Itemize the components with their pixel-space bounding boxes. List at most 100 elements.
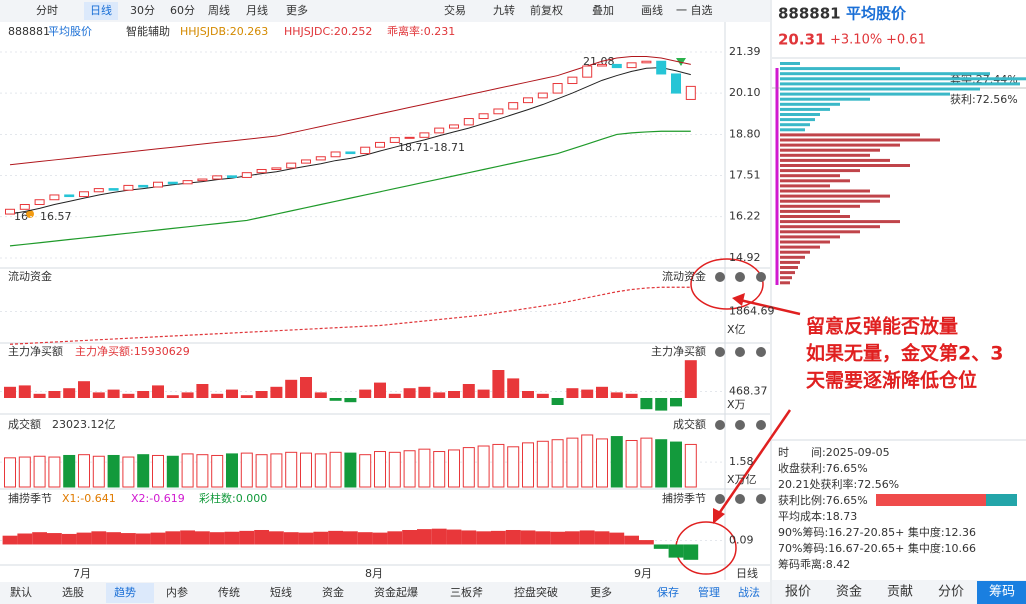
bottom-action[interactable]: 保存 <box>657 585 679 599</box>
candle <box>582 65 593 78</box>
panel-icon[interactable] <box>756 420 766 430</box>
panel-icon[interactable] <box>756 494 766 504</box>
bottom-action[interactable]: 管理 <box>698 585 720 599</box>
panel-icon[interactable] <box>715 420 725 430</box>
netbuy-bar <box>344 398 357 403</box>
cycle-bar <box>431 528 447 545</box>
side-tab[interactable]: 报价 <box>785 585 811 600</box>
candle <box>685 85 696 100</box>
panel-icon[interactable] <box>756 272 766 282</box>
side-tab[interactable]: 筹码 <box>989 584 1015 600</box>
indicator: 彩柱数:0.000 <box>199 491 267 505</box>
bottom-tab[interactable]: 内参 <box>166 585 188 599</box>
bottom-tab[interactable]: 资金 <box>322 585 344 599</box>
netbuy-bar <box>536 393 549 398</box>
toolbar-tab[interactable]: 30分 <box>130 4 155 17</box>
arrow <box>716 409 792 516</box>
panel-icon[interactable] <box>735 347 745 357</box>
assist[interactable]: 智能辅助 <box>126 24 170 38</box>
toolbar-button[interactable]: 前复权 <box>530 3 563 17</box>
netbuy-bar <box>314 392 327 398</box>
tab-active <box>84 2 118 20</box>
chip-bar <box>780 266 798 269</box>
quote-name: 平均股价 <box>846 5 907 23</box>
code: 888881 <box>8 25 50 38</box>
bottom-tab[interactable]: 更多 <box>590 585 612 599</box>
bottom-bar <box>0 582 770 604</box>
panel-icon[interactable] <box>735 272 745 282</box>
volume-bar <box>522 442 534 488</box>
chip-bar <box>780 276 792 280</box>
chip-bar <box>780 215 850 218</box>
toolbar-tab[interactable]: 月线 <box>246 3 268 17</box>
panel-icon[interactable] <box>735 420 745 430</box>
toolbar-button[interactable]: 一 自选 <box>676 4 713 17</box>
bottom-tab[interactable]: 三板斧 <box>450 585 483 599</box>
loss-bar <box>986 494 1017 506</box>
netbuy-bar <box>610 392 623 398</box>
bottom-tab[interactable]: 短线 <box>270 585 292 599</box>
bottom-tab[interactable]: 趋势 <box>114 586 136 599</box>
tab-active <box>106 583 154 603</box>
toolbar-button[interactable]: 九转 <box>493 3 515 17</box>
toolbar-tab[interactable]: 更多 <box>286 3 308 17</box>
side-tab[interactable]: 资金 <box>836 584 862 600</box>
panel-title: 成交额 <box>673 417 706 431</box>
cycle-bar <box>446 529 462 545</box>
volume-bar <box>374 451 386 488</box>
toolbar-button[interactable]: 交易 <box>444 3 466 17</box>
side-tab[interactable]: 分价 <box>938 585 964 600</box>
toolbar-button[interactable]: 叠加 <box>592 4 614 17</box>
chip-bar <box>780 184 830 188</box>
netbuy-bar <box>285 379 298 398</box>
netbuy-bar <box>625 393 638 398</box>
bottom-tab[interactable]: 传统 <box>218 586 240 599</box>
candle <box>345 151 356 155</box>
chip-bar <box>780 281 790 285</box>
cycle-bar <box>609 532 625 545</box>
netbuy-bar <box>78 381 90 398</box>
cycle-bar <box>224 531 240 545</box>
netbuy-bar <box>655 398 668 411</box>
candle <box>360 146 371 155</box>
chip-bar <box>780 250 810 254</box>
candle <box>449 124 459 129</box>
panel-icon[interactable] <box>715 494 725 504</box>
toolbar-button[interactable]: 画线 <box>641 3 663 17</box>
netbuy-bar <box>48 391 61 398</box>
candle <box>611 63 622 69</box>
chip-bar <box>780 118 815 122</box>
bottom-tab[interactable]: 控盘突破 <box>514 585 558 599</box>
toolbar-tab[interactable]: 分时 <box>36 4 58 17</box>
side-tab[interactable]: 贡献 <box>887 585 913 600</box>
panel-icon[interactable] <box>715 272 725 282</box>
toolbar-tab[interactable]: 日线 <box>90 3 112 17</box>
bottom-tab[interactable]: 选股 <box>62 586 84 599</box>
panel-title: 流动资金 <box>662 269 706 283</box>
cycle-bar <box>357 532 373 545</box>
netbuy-bar <box>418 386 431 398</box>
volume-bar <box>655 439 668 488</box>
bottom-tab[interactable]: 默认 <box>10 586 32 599</box>
panel-title: 捕捞季节 <box>8 491 52 505</box>
x-tick-label: 9月 <box>634 567 652 580</box>
panel-icon[interactable] <box>715 347 725 357</box>
volume-bar <box>551 439 564 488</box>
volume-bar <box>166 455 179 488</box>
cycle-bar <box>2 535 18 545</box>
panel-icon[interactable] <box>735 494 745 504</box>
netbuy-bar <box>507 378 520 398</box>
price-label: 18.71-18.71 <box>398 141 465 154</box>
bottom-tab[interactable]: 资金起爆 <box>374 585 418 599</box>
line <box>9 67 691 215</box>
toolbar-tab[interactable]: 60分 <box>170 4 195 17</box>
volume-bar <box>181 453 194 488</box>
toolbar-tab[interactable]: 周线 <box>208 3 230 17</box>
volume-bar <box>640 437 653 488</box>
bottom-action[interactable]: 战法 <box>738 585 760 599</box>
arrow-head <box>732 293 745 306</box>
panel-icon[interactable] <box>756 347 766 357</box>
annotation: 天需要逐渐降低仓位 <box>806 369 977 392</box>
volume-bar <box>388 451 401 488</box>
